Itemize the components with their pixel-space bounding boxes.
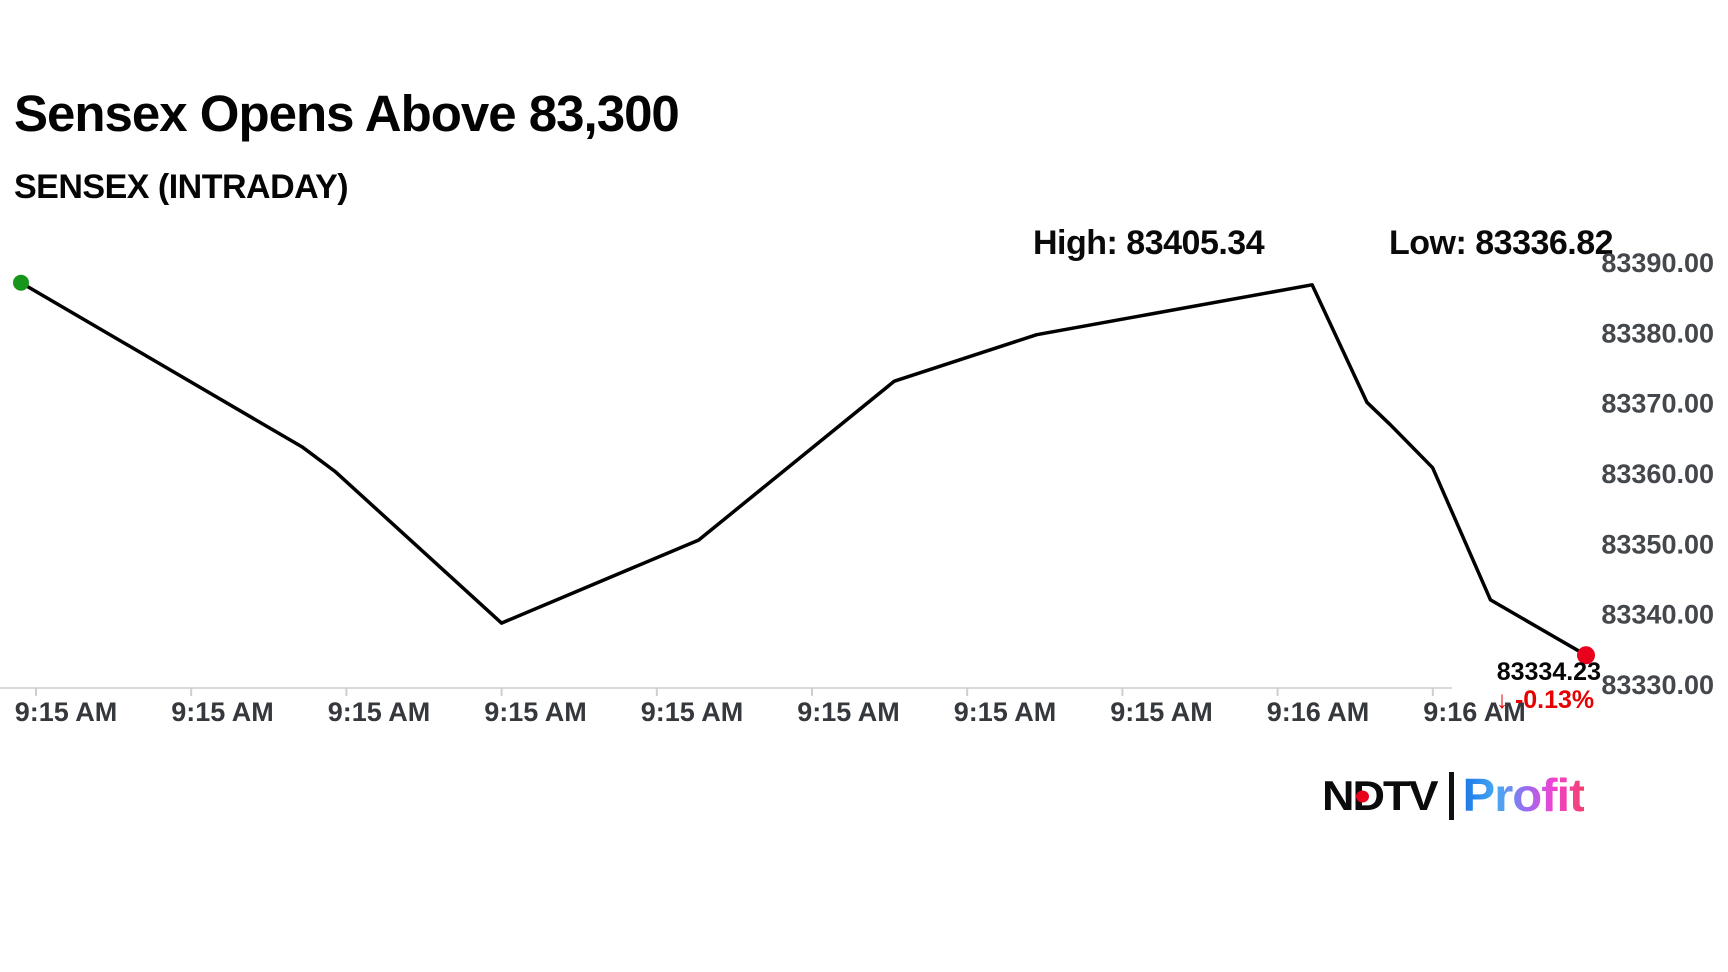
page-title: Sensex Opens Above 83,300 xyxy=(14,85,680,142)
x-axis-label: 9:15 AM xyxy=(1110,697,1213,727)
ndtv-letter-n: N xyxy=(1322,772,1354,819)
change-percent-annotation: ↓ -0.13% xyxy=(1496,686,1594,715)
y-axis-label: 83390.00 xyxy=(1601,248,1714,278)
y-axis-label: 83340.00 xyxy=(1601,600,1714,630)
profit-wordmark: Profit xyxy=(1462,770,1586,822)
x-axis-label: 9:16 AM xyxy=(1423,697,1526,727)
low-annotation: Low: 83336.82 xyxy=(1389,224,1614,262)
ndtv-letters-tv: TV xyxy=(1383,772,1438,819)
last-marker-dot xyxy=(1577,646,1595,665)
change-percent-value: -0.13% xyxy=(1514,686,1595,714)
x-axis-label: 9:15 AM xyxy=(797,697,900,727)
x-axis-label: 9:15 AM xyxy=(954,697,1057,727)
y-axis-label: 83370.00 xyxy=(1601,389,1714,419)
x-axis-label: 9:15 AM xyxy=(328,697,431,727)
high-annotation: High: 83405.34 xyxy=(1033,224,1265,262)
y-axis-label: 83380.00 xyxy=(1601,318,1714,348)
y-axis-label: 83350.00 xyxy=(1601,529,1714,559)
y-axis-label: 83330.00 xyxy=(1601,670,1714,700)
down-arrow-icon: ↓ xyxy=(1496,687,1508,714)
chart-subtitle: SENSEX (INTRADAY) xyxy=(14,168,349,206)
ndtv-wordmark: NDTV xyxy=(1322,772,1438,820)
ndtv-red-dot-icon xyxy=(1355,790,1369,803)
x-axis-label: 9:16 AM xyxy=(1267,697,1370,727)
open-marker-dot xyxy=(13,274,29,291)
x-axis-label: 9:15 AM xyxy=(15,697,118,727)
x-axis-label: 9:15 AM xyxy=(641,697,744,727)
last-price-annotation: 83334.23 xyxy=(1496,658,1601,686)
x-axis-label: 9:15 AM xyxy=(484,697,587,727)
logo-separator-bar xyxy=(1448,772,1454,820)
y-axis-label: 83360.00 xyxy=(1601,459,1714,489)
price-line xyxy=(19,280,1588,657)
x-axis-label: 9:15 AM xyxy=(171,697,274,727)
ndtv-profit-logo: NDTV Profit xyxy=(1322,770,1586,822)
